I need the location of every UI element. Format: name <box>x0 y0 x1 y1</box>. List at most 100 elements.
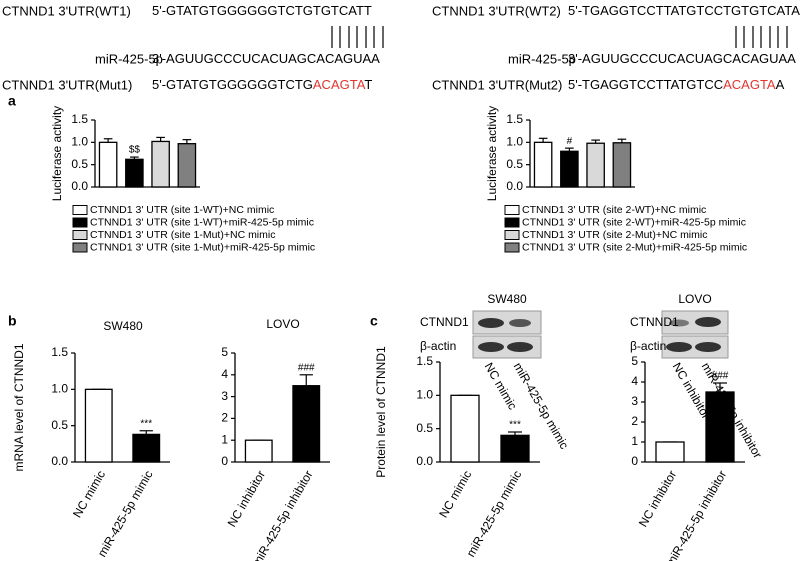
x-tick-label: NC inhibitor <box>225 468 268 529</box>
bar <box>500 434 530 463</box>
bar <box>586 142 605 188</box>
y-tick-label: 1.5 <box>506 112 523 126</box>
legend-swatch <box>504 230 520 240</box>
y-axis-label: Protein level of CTNND1 <box>374 346 388 478</box>
legend-label: CTNND1 3' UTR (site 2-Mut)+miR-425-5p mi… <box>522 241 747 253</box>
x-tick-label: NC mimic <box>436 468 474 520</box>
bar <box>655 441 685 463</box>
legend-swatch <box>504 205 520 215</box>
panel-label: c <box>370 313 378 329</box>
pairing-lines <box>331 26 788 48</box>
sequence-name: CTNND1 3'UTR(WT1) <box>2 3 131 18</box>
y-axis-label: Luciferase activity <box>50 106 64 201</box>
blot-title: SW480 <box>487 292 527 306</box>
y-tick-label: 2 <box>631 414 638 428</box>
sequence-part: 5'-TGAGGTCCTTATGTCC <box>568 77 723 92</box>
y-tick-label: 0.5 <box>506 157 523 171</box>
blot-bands <box>472 310 729 359</box>
legend-swatch <box>72 242 88 253</box>
y-tick-label: 0.5 <box>416 421 433 435</box>
sequence: 5'-GTATGTGGGGGGTCTGTGTCATT <box>152 3 372 18</box>
y-tick-label: 1.0 <box>416 388 433 402</box>
blot-row-label: β-actin <box>630 339 666 353</box>
y-tick-label: 0.0 <box>416 454 433 468</box>
significance: *** <box>140 418 152 429</box>
y-tick-label: 3 <box>631 394 638 408</box>
y-tick-label: 1.5 <box>71 112 88 126</box>
bar <box>560 150 579 188</box>
y-tick-label: 0.5 <box>71 157 88 171</box>
sequence: 3'-AGUUGCCCUCACUAGCACAGUAA <box>568 51 796 66</box>
legend-swatch <box>504 242 520 253</box>
legend-swatch <box>72 205 88 215</box>
sequence-part: ACAGTA <box>313 77 366 92</box>
sequence-part: ACAGTA <box>723 77 776 92</box>
y-tick-label: 0 <box>221 454 228 468</box>
significance: $$ <box>129 145 141 156</box>
y-tick-label: 1.0 <box>71 135 88 149</box>
sequence-name: miR-425-5p <box>95 51 163 66</box>
y-tick-label: 5 <box>631 354 638 368</box>
panel-label: a <box>8 93 16 109</box>
y-tick-label: 1.0 <box>51 382 68 396</box>
bar <box>612 142 632 188</box>
significance: ### <box>298 362 315 373</box>
y-tick-label: 0.0 <box>51 454 68 468</box>
legend-swatch <box>72 217 88 228</box>
sequence: 3'-AGUUGCCCUCACUAGCACAGUAA <box>152 51 380 66</box>
chart: 0.0 0.5 1.0 1.5 SW480 mRNA level of CTNND1 NC … <box>12 319 170 559</box>
bar <box>132 433 161 463</box>
y-axis-label: mRNA level of CTNND1 <box>12 343 26 471</box>
sequence-part: 3'-AGUUGCCCUCACUAGCACAGUAA <box>568 51 796 66</box>
chart: 0.0 0.5 1.0 1.5 Luciferase activity # CTNND1 3… <box>485 106 747 253</box>
bar <box>84 388 113 463</box>
sequence-name: CTNND1 3'UTR(WT2) <box>432 3 561 18</box>
sequence-name: miR-425-5p <box>508 51 576 66</box>
bar <box>292 385 321 463</box>
y-tick-label: 0 <box>631 454 638 468</box>
y-tick-label: 1 <box>221 432 228 446</box>
sequence: 5'-GTATGTGGGGGGTCTGACAGTAT <box>152 77 372 92</box>
sequence-name: CTNND1 3'UTR(Mut2) <box>432 77 562 92</box>
bar <box>125 158 144 188</box>
blot-title: LOVO <box>678 292 711 306</box>
y-tick-label: 0.0 <box>506 179 523 193</box>
legend-label: CTNND1 3' UTR (site 2-WT)+NC mimic <box>522 204 706 216</box>
y-tick-label: 4 <box>221 367 228 381</box>
legend-label: CTNND1 3' UTR (site 1-Mut)+miR-425-5p mi… <box>90 241 315 253</box>
legend-label: CTNND1 3' UTR (site 1-WT)+miR-425-5p mim… <box>90 216 314 228</box>
sequence-part: 5'-GTATGTGGGGGGTCTGTGTCATT <box>152 3 372 18</box>
y-tick-label: 0.0 <box>71 179 88 193</box>
y-tick-label: 1 <box>631 434 638 448</box>
bar <box>177 143 197 188</box>
sequence-part: 5'-GTATGTGGGGGGTCTG <box>152 77 313 92</box>
y-tick-label: 1.5 <box>416 354 433 368</box>
chart: 0.0 0.5 1.0 1.5 Protein level of CTNND1 NC mi… <box>374 346 540 559</box>
sequence: 5'-TGAGGTCCTTATGTCCTGTGTCATA <box>568 3 800 18</box>
y-tick-label: 1.5 <box>51 345 68 359</box>
significance: # <box>567 136 573 147</box>
legend-label: CTNND1 3' UTR (site 1-WT)+NC mimic <box>90 204 274 216</box>
panel-label: b <box>8 313 17 329</box>
x-tick-label: miR-425-5p mimic <box>464 468 525 559</box>
y-tick-label: 4 <box>631 374 638 388</box>
y-tick-label: 2 <box>221 411 228 425</box>
sequence-part: A <box>776 77 785 92</box>
legend-swatch <box>72 230 88 240</box>
blot-row-label: β-actin <box>420 339 456 353</box>
bar <box>151 140 170 188</box>
bar <box>244 439 273 463</box>
legend-label: CTNND1 3' UTR (site 2-Mut)+NC mimic <box>522 229 707 241</box>
y-tick-label: 5 <box>221 345 228 359</box>
sequence-part: T <box>364 77 372 92</box>
significance: *** <box>509 420 521 431</box>
bar <box>98 141 118 188</box>
x-tick-label: NC inhibitor <box>636 468 679 529</box>
significance: ### <box>712 371 729 382</box>
y-tick-label: 1.0 <box>506 135 523 149</box>
blot-row-label: CTNND1 <box>420 315 469 329</box>
sequence-part: 3'-AGUUGCCCUCACUAGCACAGUAA <box>152 51 380 66</box>
chart: 0.0 0.5 1.0 1.5 Luciferase activity $$ CTNND1 … <box>50 106 315 253</box>
